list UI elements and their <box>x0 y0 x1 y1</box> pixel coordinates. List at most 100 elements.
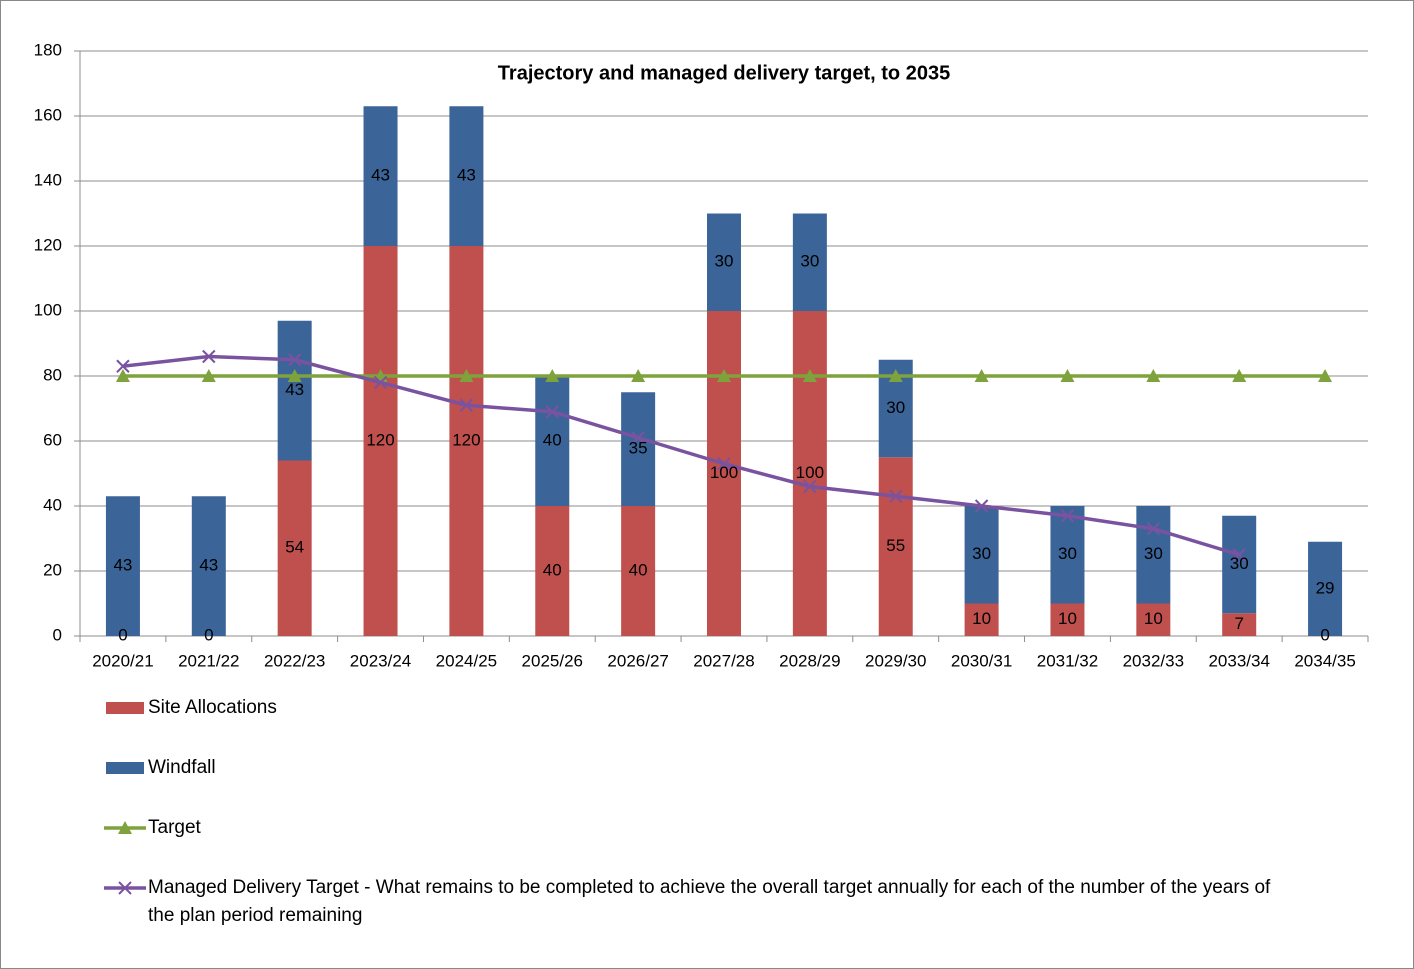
y-tick-label: 40 <box>43 495 62 514</box>
y-tick-label: 60 <box>43 430 62 449</box>
legend-label: Windfall <box>148 757 216 778</box>
marker <box>1146 522 1161 536</box>
bar-segment <box>1222 613 1257 636</box>
legend-swatch <box>106 762 144 774</box>
bar-segment <box>363 246 398 636</box>
x-tick-label: 2028/29 <box>779 651 840 670</box>
bar-segment <box>621 392 656 506</box>
bar-segment <box>277 320 312 461</box>
data-label: 100 <box>710 463 738 482</box>
line <box>122 354 1240 557</box>
x-tick-label: 2027/28 <box>693 651 754 670</box>
bar-segment <box>707 213 741 311</box>
legend-entry: Site Allocations <box>100 694 1300 754</box>
marker <box>545 405 559 419</box>
bar-segment <box>792 311 827 636</box>
data-label: 0 <box>204 625 213 644</box>
data-label: 54 <box>285 538 304 557</box>
marker <box>1318 369 1333 382</box>
marker <box>1146 369 1161 382</box>
bar-segment <box>1136 603 1171 636</box>
bar-segment <box>191 496 226 636</box>
data-label: 40 <box>629 560 648 579</box>
y-tick-label: 180 <box>34 40 62 59</box>
x-tick-label: 2020/21 <box>92 651 153 670</box>
marker <box>545 369 560 382</box>
marker <box>803 479 817 494</box>
bar-segment <box>878 457 913 636</box>
bar-segment <box>621 506 656 636</box>
bar-segment <box>1050 506 1085 604</box>
x-tick-label: 2029/30 <box>865 651 926 670</box>
x-tick-label: 2034/35 <box>1294 651 1355 670</box>
marker <box>373 375 388 390</box>
legend: Site Allocations Windfall Target Managed De… <box>100 694 1300 934</box>
x-tick-label: 2032/33 <box>1123 651 1184 670</box>
data-label: 30 <box>1144 544 1163 563</box>
data-label: 10 <box>1058 609 1077 628</box>
bar-segment <box>535 376 570 506</box>
marker <box>888 369 903 382</box>
data-label: 120 <box>452 430 480 449</box>
data-label: 43 <box>113 556 132 575</box>
bar-segment <box>1222 515 1257 614</box>
legend-icon <box>104 821 146 834</box>
bar-segment <box>1136 506 1171 604</box>
legend-entry: Managed Delivery Target - What remains t… <box>100 874 1300 934</box>
legend-label: Managed Delivery Target - What remains t… <box>148 877 1271 926</box>
y-tick-label: 0 <box>53 625 62 644</box>
marker <box>115 369 130 382</box>
y-tick-label: 100 <box>34 300 62 319</box>
data-label: 30 <box>715 252 734 271</box>
marker <box>1060 369 1075 382</box>
marker <box>631 369 646 382</box>
marker <box>631 431 645 445</box>
data-label: 10 <box>1144 609 1163 628</box>
marker <box>202 349 216 364</box>
y-tick-label: 140 <box>34 170 62 189</box>
marker <box>974 499 989 513</box>
x-tick-label: 2024/25 <box>436 651 497 670</box>
marker <box>889 489 903 503</box>
marker <box>717 457 731 471</box>
marker <box>459 369 474 382</box>
legend-marker <box>118 821 132 834</box>
legend-swatch <box>106 702 144 714</box>
bar-segment <box>449 246 484 636</box>
data-label: 0 <box>1320 625 1329 644</box>
legend-label: Site Allocations <box>148 697 277 718</box>
data-label: 10 <box>972 609 991 628</box>
data-label: 30 <box>800 252 819 271</box>
x-tick-label: 2023/24 <box>350 651 411 670</box>
legend-label: Target <box>148 817 201 838</box>
data-label: 29 <box>1316 578 1335 597</box>
x-tick-label: 2021/22 <box>178 651 239 670</box>
data-label: 43 <box>199 556 218 575</box>
data-label: 43 <box>371 166 390 185</box>
data-label: 43 <box>285 380 304 399</box>
data-label: 0 <box>118 625 127 644</box>
bar-segment <box>1050 603 1085 636</box>
marker <box>802 369 817 382</box>
data-label: 100 <box>796 463 824 482</box>
data-label: 7 <box>1234 614 1243 633</box>
marker <box>287 353 302 367</box>
bar-segment <box>964 603 999 636</box>
marker <box>287 369 302 382</box>
y-tick-label: 20 <box>43 560 62 579</box>
y-tick-label: 80 <box>43 365 62 384</box>
marker <box>459 398 474 412</box>
legend-icon <box>106 762 144 774</box>
bar-segment <box>105 496 140 636</box>
chart-title: Trajectory and managed delivery target, … <box>498 62 950 84</box>
data-label: 30 <box>1058 544 1077 563</box>
bar-segment <box>535 506 570 636</box>
marker <box>717 369 731 382</box>
x-tick-label: 2026/27 <box>607 651 668 670</box>
marker <box>1232 548 1246 562</box>
bar-segment <box>277 460 312 636</box>
data-label: 40 <box>543 430 562 449</box>
marker <box>1232 369 1247 382</box>
